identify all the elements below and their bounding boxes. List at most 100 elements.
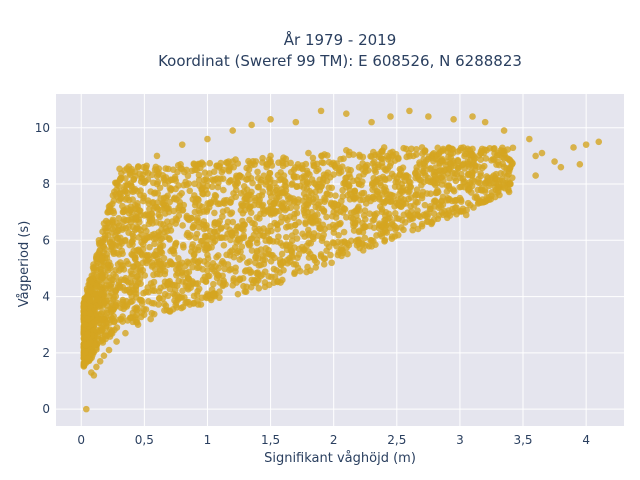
data-point	[287, 168, 295, 176]
data-point	[86, 310, 94, 317]
data-point	[201, 232, 209, 240]
data-point	[149, 220, 156, 227]
data-point	[279, 199, 286, 207]
data-point	[229, 282, 237, 289]
data-point	[551, 158, 558, 165]
data-point	[407, 203, 414, 210]
data-point	[246, 216, 253, 224]
data-point	[99, 325, 106, 333]
data-point	[161, 210, 169, 217]
data-point	[270, 200, 277, 207]
data-point	[236, 275, 244, 282]
data-point	[232, 268, 239, 275]
data-point	[421, 201, 429, 209]
data-point	[100, 352, 108, 359]
data-point	[116, 316, 123, 323]
data-point	[435, 150, 443, 158]
data-point	[358, 240, 366, 247]
data-point	[238, 243, 246, 250]
data-point	[96, 247, 103, 255]
data-point	[375, 161, 382, 169]
data-point	[90, 372, 98, 379]
data-point	[400, 226, 407, 234]
data-point	[396, 165, 404, 173]
data-point	[393, 215, 400, 222]
data-point	[153, 180, 161, 188]
data-point	[179, 222, 186, 229]
data-point	[108, 243, 115, 251]
data-point	[266, 169, 274, 177]
data-point	[315, 217, 322, 225]
data-point	[482, 180, 489, 187]
data-point	[312, 194, 320, 201]
data-point	[414, 207, 421, 214]
data-point	[363, 161, 371, 169]
data-point	[438, 209, 446, 216]
data-point	[412, 169, 419, 177]
data-point	[253, 236, 261, 244]
data-point	[118, 194, 125, 201]
data-point	[406, 152, 413, 160]
data-point	[317, 251, 325, 258]
data-point	[365, 242, 373, 250]
data-point	[82, 341, 90, 349]
data-point	[195, 196, 202, 204]
data-point	[461, 150, 469, 158]
data-point	[98, 255, 106, 263]
data-point	[94, 316, 101, 324]
data-point	[199, 190, 207, 198]
data-point	[193, 291, 201, 299]
data-point	[267, 116, 274, 123]
data-point	[206, 200, 213, 208]
data-point	[292, 118, 300, 126]
data-point	[387, 159, 395, 167]
data-point	[169, 260, 176, 268]
data-point	[267, 257, 275, 265]
data-point	[476, 179, 484, 187]
data-point	[461, 183, 468, 191]
data-point	[234, 179, 242, 187]
data-point	[260, 172, 268, 179]
data-point	[164, 165, 172, 173]
data-point	[166, 285, 174, 293]
data-point	[164, 205, 171, 212]
data-point	[199, 203, 206, 211]
data-point	[101, 298, 108, 306]
data-point	[382, 227, 389, 235]
data-point	[347, 209, 355, 217]
data-point	[86, 287, 94, 295]
data-point	[240, 226, 247, 234]
data-point	[288, 181, 296, 188]
data-point	[160, 254, 168, 262]
data-point	[84, 331, 91, 338]
data-point	[147, 280, 155, 287]
data-point	[426, 178, 434, 186]
x-tick-label: 0,5	[135, 433, 154, 447]
data-point	[292, 228, 300, 236]
data-point	[468, 189, 475, 196]
data-point	[439, 145, 447, 153]
data-point	[255, 276, 262, 284]
data-point	[220, 186, 227, 194]
data-point	[108, 330, 116, 337]
data-point	[153, 152, 161, 160]
data-point	[327, 201, 335, 208]
data-point	[335, 231, 342, 239]
data-point	[143, 162, 150, 170]
data-point	[103, 282, 110, 289]
data-point	[440, 167, 448, 174]
data-point	[255, 184, 263, 191]
data-points	[80, 107, 603, 413]
data-point	[368, 237, 375, 244]
data-point	[332, 214, 340, 221]
data-point	[396, 202, 403, 209]
data-point	[337, 219, 344, 227]
data-point	[108, 280, 115, 288]
data-point	[387, 113, 394, 120]
data-point	[144, 212, 152, 219]
data-point	[288, 252, 296, 260]
data-point	[144, 257, 151, 264]
data-point	[279, 259, 287, 267]
data-point	[373, 210, 380, 217]
data-point	[396, 190, 403, 198]
